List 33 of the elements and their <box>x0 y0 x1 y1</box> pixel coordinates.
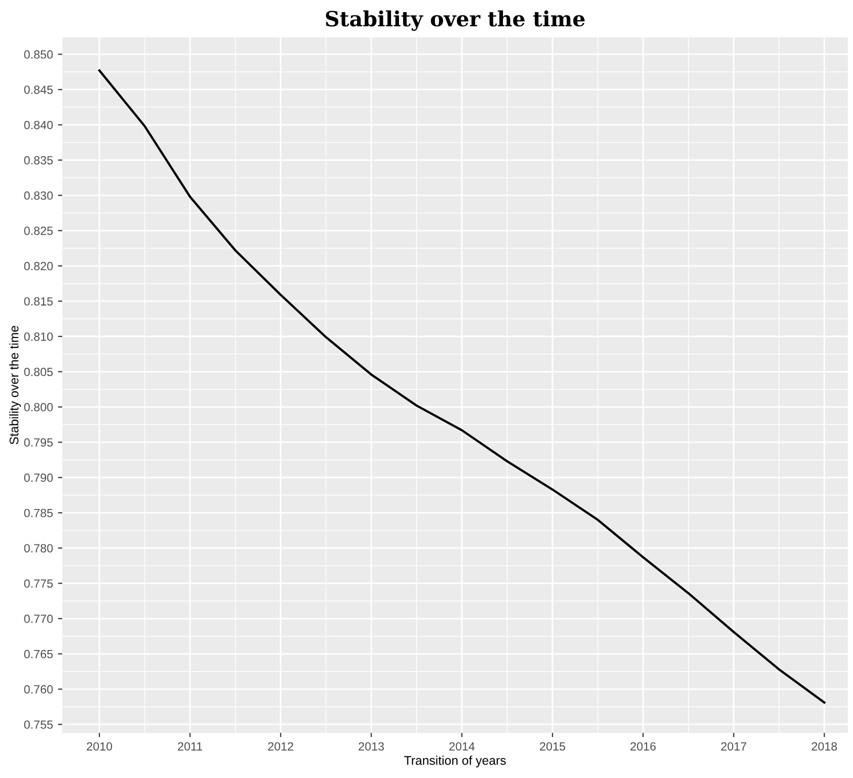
y-tick-label: 0.825 <box>24 226 53 236</box>
x-tick-label: 2015 <box>540 742 566 751</box>
x-tick-label: 2014 <box>449 742 475 751</box>
y-tick-label: 0.840 <box>24 120 53 130</box>
y-tick-label: 0.780 <box>24 544 53 552</box>
y-tick-label: 0.795 <box>24 438 53 447</box>
x-tick-label: 2011 <box>178 742 202 751</box>
y-tick-label: 0.770 <box>24 614 53 623</box>
y-tick-label: 0.830 <box>24 191 53 200</box>
y-axis-title: Stability over the time <box>9 326 21 444</box>
y-tick-label: 0.835 <box>24 156 53 164</box>
y-tick-label: 0.805 <box>24 368 53 376</box>
y-tick-label: 0.775 <box>24 579 53 588</box>
y-tick-label: 0.820 <box>24 262 53 270</box>
y-tick-label: 0.790 <box>24 474 53 482</box>
y-tick-label: 0.755 <box>24 720 53 729</box>
y-tick-label: 0.760 <box>24 685 53 694</box>
y-tick-label: 0.815 <box>24 297 53 306</box>
y-tick-label: 0.850 <box>24 50 53 59</box>
chart-title: Stability over the time <box>326 10 585 31</box>
x-tick-label: 2017 <box>721 742 746 751</box>
x-tick-label: 2010 <box>86 742 112 751</box>
y-tick-label: 0.800 <box>24 403 53 412</box>
y-tick-label: 0.810 <box>24 332 53 341</box>
y-tick-label: 0.845 <box>24 86 53 94</box>
x-tick-label: 2016 <box>630 742 656 751</box>
x-tick-label: 2012 <box>268 742 294 751</box>
y-tick-label: 0.765 <box>24 650 53 658</box>
x-tick-label: 2018 <box>812 742 837 751</box>
x-tick-label: 2013 <box>358 742 384 751</box>
x-axis-title: Transition of years <box>404 756 506 768</box>
y-tick-label: 0.785 <box>24 508 53 518</box>
line-series <box>98 69 826 704</box>
